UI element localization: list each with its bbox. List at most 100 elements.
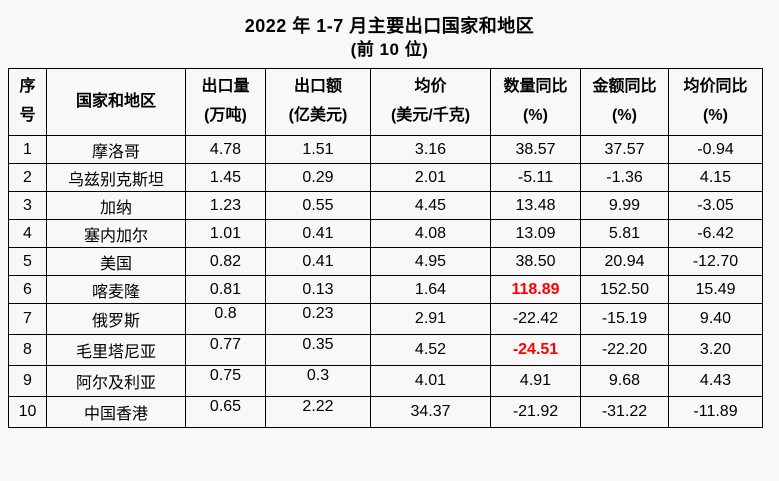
table-row: 6 喀麦隆 0.81 0.13 1.64 118.89 152.50 15.49 xyxy=(8,275,763,305)
page-subtitle: (前 10 位) xyxy=(350,40,429,60)
cell-price_yoy: -11.89 xyxy=(668,396,763,429)
header-unit-label: (美元/千克) xyxy=(390,107,471,125)
header-cell-value_yoy: 金额同比 (%) xyxy=(580,68,669,137)
cell-value_yoy: -22.20 xyxy=(580,334,669,367)
cell-value_yoy: 152.50 xyxy=(580,275,669,305)
cell-country: 俄罗斯 xyxy=(46,303,186,336)
cell-rank: 3 xyxy=(8,191,47,221)
cell-price_yoy: -12.70 xyxy=(668,247,763,277)
header-cell-value: 出口额 (亿美元) xyxy=(265,68,371,137)
table-body: 1 摩洛哥 4.78 1.51 3.16 38.57 37.57 -0.94 2 乌兹别克斯坦 1.… xyxy=(8,135,763,429)
cell-avg_price: 2.01 xyxy=(370,163,491,193)
table-row: 2 乌兹别克斯坦 1.45 0.29 2.01 -5.11 -1.36 4.15 xyxy=(8,163,763,193)
table-row: 5 美国 0.82 0.41 4.95 38.50 20.94 -12.70 xyxy=(8,247,763,277)
cell-value: 0.35 xyxy=(265,334,371,367)
export-table: 序号国家和地区 出口量 (万吨) 出口额 (亿美元) 均价 (美元/千克) 数量同比 (%) 金额… xyxy=(8,68,763,429)
header-cell-rank: 序号 xyxy=(8,68,47,137)
cell-price_yoy: 3.20 xyxy=(668,334,763,367)
cell-volume: 1.01 xyxy=(185,219,266,249)
cell-value: 0.29 xyxy=(265,163,371,193)
cell-rank: 2 xyxy=(8,163,47,193)
cell-qty_yoy: -22.42 xyxy=(490,303,581,336)
cell-price_yoy: 15.49 xyxy=(668,275,763,305)
cell-avg_price: 34.37 xyxy=(370,396,491,429)
cell-rank: 6 xyxy=(8,275,47,305)
cell-value: 0.3 xyxy=(265,365,371,398)
header-unit-label: (%) xyxy=(703,107,728,125)
cell-value_yoy: 9.68 xyxy=(580,365,669,398)
cell-country: 中国香港 xyxy=(46,396,186,429)
header-cell-avg_price: 均价 (美元/千克) xyxy=(370,68,491,137)
header-cell-country: 国家和地区 xyxy=(46,68,186,137)
cell-volume: 0.81 xyxy=(185,275,266,305)
header-cell-volume: 出口量 (万吨) xyxy=(185,68,266,137)
table-row: 3 加纳 1.23 0.55 4.45 13.48 9.99 -3.05 xyxy=(8,191,763,221)
cell-rank: 7 xyxy=(8,303,47,336)
table-row: 10 中国香港 0.65 2.22 34.37 -21.92 -31.22 -11.89 xyxy=(8,396,763,429)
cell-avg_price: 4.95 xyxy=(370,247,491,277)
cell-value: 2.22 xyxy=(265,396,371,429)
header-label: 均价同比 xyxy=(683,78,748,96)
cell-value: 0.13 xyxy=(265,275,371,305)
header-label: 均价 xyxy=(414,78,447,96)
cell-volume: 0.82 xyxy=(185,247,266,277)
cell-value_yoy: 37.57 xyxy=(580,135,669,165)
cell-qty_yoy: 38.57 xyxy=(490,135,581,165)
cell-avg_price: 3.16 xyxy=(370,135,491,165)
cell-volume: 1.23 xyxy=(185,191,266,221)
cell-qty_yoy: -21.92 xyxy=(490,396,581,429)
cell-qty_yoy: 4.91 xyxy=(490,365,581,398)
table-row: 8 毛里塔尼亚 0.77 0.35 4.52 -24.51 -22.20 3.20 xyxy=(8,334,763,367)
cell-value: 1.51 xyxy=(265,135,371,165)
cell-price_yoy: 9.40 xyxy=(668,303,763,336)
cell-avg_price: 4.45 xyxy=(370,191,491,221)
cell-qty_yoy: 38.50 xyxy=(490,247,581,277)
cell-country: 塞内加尔 xyxy=(46,219,186,249)
cell-value_yoy: 20.94 xyxy=(580,247,669,277)
header-label: 出口量 xyxy=(201,78,250,96)
cell-country: 摩洛哥 xyxy=(46,135,186,165)
cell-volume: 0.8 xyxy=(185,303,266,336)
cell-value: 0.23 xyxy=(265,303,371,336)
cell-value_yoy: -15.19 xyxy=(580,303,669,336)
cell-price_yoy: -0.94 xyxy=(668,135,763,165)
header-label: 金额同比 xyxy=(592,78,657,96)
cell-value: 0.41 xyxy=(265,247,371,277)
cell-country: 美国 xyxy=(46,247,186,277)
header-unit-label: (%) xyxy=(612,107,637,125)
cell-volume: 0.65 xyxy=(185,396,266,429)
cell-qty_yoy: -5.11 xyxy=(490,163,581,193)
cell-country: 毛里塔尼亚 xyxy=(46,334,186,367)
cell-avg_price: 4.08 xyxy=(370,219,491,249)
table-row: 4 塞内加尔 1.01 0.41 4.08 13.09 5.81 -6.42 xyxy=(8,219,763,249)
header-unit-label: (亿美元) xyxy=(288,107,348,125)
cell-qty_yoy: -24.51 xyxy=(490,334,581,367)
cell-avg_price: 1.64 xyxy=(370,275,491,305)
cell-value_yoy: -1.36 xyxy=(580,163,669,193)
header-cell-qty_yoy: 数量同比 (%) xyxy=(490,68,581,137)
cell-country: 乌兹别克斯坦 xyxy=(46,163,186,193)
cell-country: 加纳 xyxy=(46,191,186,221)
cell-price_yoy: 4.15 xyxy=(668,163,763,193)
header-unit-label: (万吨) xyxy=(204,107,247,125)
cell-volume: 1.45 xyxy=(185,163,266,193)
cell-avg_price: 4.52 xyxy=(370,334,491,367)
cell-rank: 5 xyxy=(8,247,47,277)
cell-rank: 1 xyxy=(8,135,47,165)
cell-value: 0.55 xyxy=(265,191,371,221)
cell-rank: 10 xyxy=(8,396,47,429)
header-row: 序号国家和地区 出口量 (万吨) 出口额 (亿美元) 均价 (美元/千克) 数量同比 (%) 金额… xyxy=(8,68,763,137)
header-unit-label: (%) xyxy=(523,107,548,125)
cell-country: 喀麦隆 xyxy=(46,275,186,305)
page-title: 2022 年 1-7 月主要出口国家和地区 xyxy=(244,16,535,36)
cell-price_yoy: -6.42 xyxy=(668,219,763,249)
table-row: 9 阿尔及利亚 0.75 0.3 4.01 4.91 9.68 4.43 xyxy=(8,365,763,398)
header-label: 数量同比 xyxy=(503,78,568,96)
cell-rank: 8 xyxy=(8,334,47,367)
cell-value: 0.41 xyxy=(265,219,371,249)
cell-volume: 4.78 xyxy=(185,135,266,165)
title-block: 2022 年 1-7 月主要出口国家和地区 (前 10 位) xyxy=(0,0,779,62)
header-label: 出口额 xyxy=(293,78,342,96)
cell-value_yoy: -31.22 xyxy=(580,396,669,429)
cell-price_yoy: 4.43 xyxy=(668,365,763,398)
